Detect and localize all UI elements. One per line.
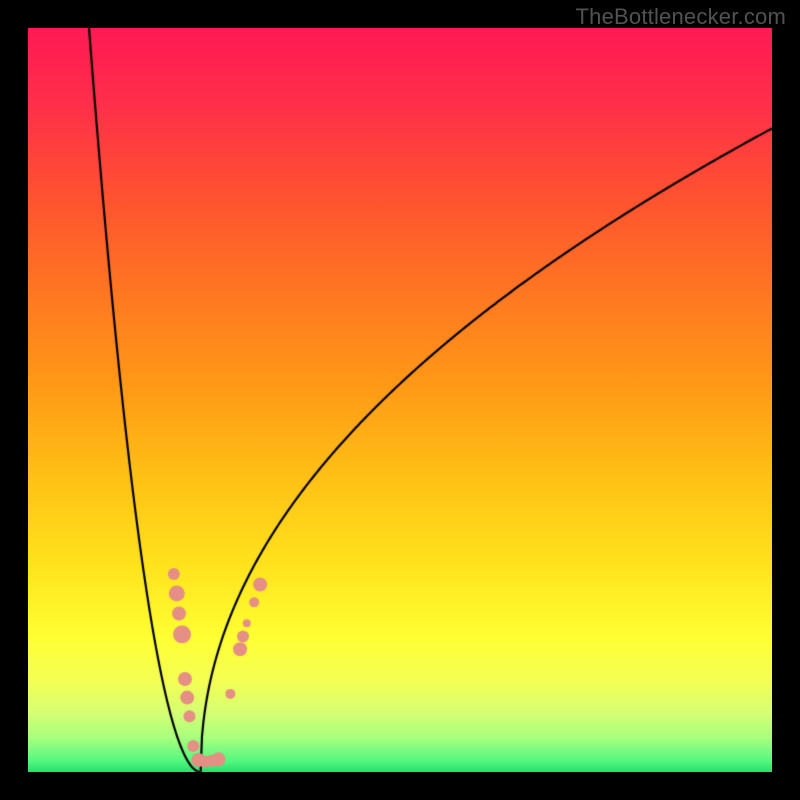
chart-stage: TheBottlenecker.com [0, 0, 800, 800]
bottleneck-plot-canvas [0, 0, 800, 800]
watermark-label: TheBottlenecker.com [576, 4, 786, 30]
